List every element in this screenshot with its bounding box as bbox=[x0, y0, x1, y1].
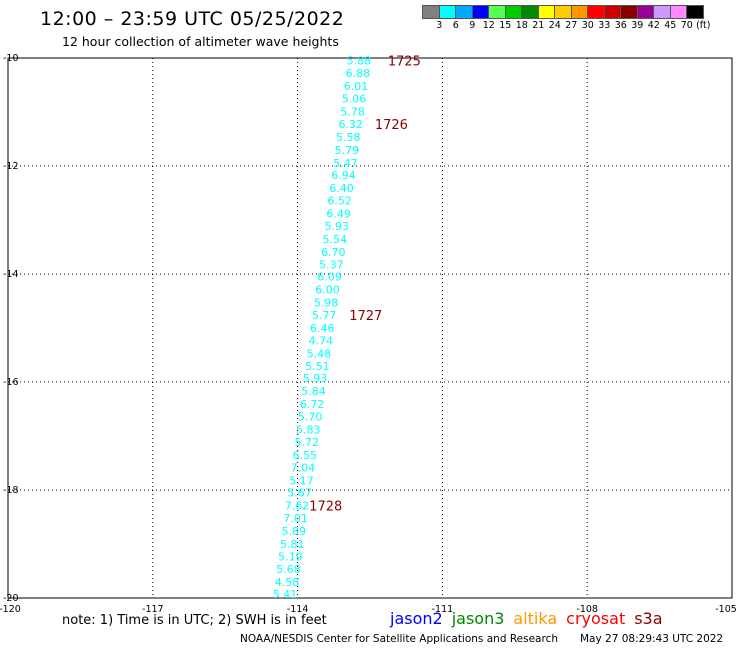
swh-value-label: 5.81 bbox=[280, 538, 305, 551]
satellite-label: jason3 bbox=[451, 609, 505, 628]
x-tick-label: -120 bbox=[0, 604, 21, 615]
swh-value-label: 7.04 bbox=[291, 461, 316, 474]
satellite-label: jason2 bbox=[390, 609, 443, 628]
swh-value-label: 5.54 bbox=[323, 233, 348, 246]
satellite-label: altika bbox=[513, 609, 558, 628]
color-scale-label: 27 bbox=[565, 20, 578, 31]
y-tick-label: -18 bbox=[3, 485, 19, 496]
color-scale-label: 36 bbox=[614, 20, 627, 31]
color-scale-label: 21 bbox=[532, 20, 545, 31]
swh-value-label: 5.93 bbox=[324, 220, 349, 233]
y-tick-label: -12 bbox=[3, 161, 19, 172]
credit-line: NOAA/NESDIS Center for Satellite Applica… bbox=[240, 633, 558, 645]
satellite-label: cryosat bbox=[566, 609, 626, 628]
swh-value-label: 5.84 bbox=[301, 385, 326, 398]
footnote: note: 1) Time is in UTC; 2) SWH is in fe… bbox=[62, 613, 327, 628]
color-swatch bbox=[686, 5, 704, 19]
track-time-label: 1725 bbox=[388, 55, 421, 70]
satellite-legend: jason2 jason3 altika cryosat s3a bbox=[390, 609, 663, 628]
y-tick-label: -14 bbox=[3, 269, 19, 280]
swh-value-label: 5.98 bbox=[314, 297, 339, 310]
swh-value-label: 6.46 bbox=[310, 322, 335, 335]
swh-value-label: 5.58 bbox=[336, 131, 361, 144]
swh-values: 5.886.886.015.065.786.325.585.795.476.94… bbox=[273, 55, 371, 602]
track-time-labels: 1725 1726 1727 1728 bbox=[309, 55, 421, 515]
color-scale-label: 3 bbox=[436, 20, 443, 31]
swh-value-label: 5.93 bbox=[303, 372, 328, 385]
track-time-label: 1727 bbox=[349, 309, 382, 324]
swh-value-label: 6.49 bbox=[326, 208, 351, 221]
swh-value-label: 5.77 bbox=[312, 309, 337, 322]
color-scale-label: 33 bbox=[598, 20, 611, 31]
swh-value-label: 5.47 bbox=[333, 157, 358, 170]
swh-value-label: 6.94 bbox=[331, 169, 356, 182]
swh-value-label: 7.01 bbox=[283, 512, 308, 525]
color-scale-label: 24 bbox=[548, 20, 561, 31]
x-tick-label: -108 bbox=[576, 604, 598, 615]
generated-timestamp: May 27 08:29:43 UTC 2022 bbox=[580, 633, 724, 645]
swh-value-label: 5.72 bbox=[295, 436, 320, 449]
swh-value-label: 5.89 bbox=[281, 525, 306, 538]
color-scale-label: 18 bbox=[515, 20, 528, 31]
swh-value-label: 5.37 bbox=[319, 258, 344, 271]
color-scale-label: 42 bbox=[647, 20, 660, 31]
swh-value-label: 5.68 bbox=[276, 563, 301, 576]
swh-value-label: 6.32 bbox=[338, 118, 363, 131]
satellite-label: s3a bbox=[634, 609, 663, 628]
swh-value-label: 5.70 bbox=[298, 411, 323, 424]
swh-value-label: 6.01 bbox=[344, 80, 369, 93]
swh-value-label: 4.74 bbox=[309, 334, 334, 347]
color-scale-label: 9 bbox=[469, 20, 476, 31]
x-axis-ticks: -120 -117 -114 -111 -108 -105 bbox=[0, 604, 737, 615]
color-scale-label: 39 bbox=[631, 20, 644, 31]
color-scale-labels: 3 6 9 12 15 18 21 24 27 30 33 36 39 42 45 70 (ft) bbox=[422, 19, 710, 33]
swh-value-label: 5.78 bbox=[340, 105, 365, 118]
x-tick-label: -117 bbox=[142, 604, 164, 615]
swh-value-label: 5.17 bbox=[289, 474, 314, 487]
swh-value-label: 4.58 bbox=[275, 576, 300, 589]
swh-value-label: 7.62 bbox=[285, 500, 310, 513]
color-scale-label: 6 bbox=[452, 20, 459, 31]
color-scale-swatches bbox=[422, 5, 704, 19]
plot-frame bbox=[7, 57, 733, 599]
color-scale-label: 15 bbox=[499, 20, 512, 31]
y-tick-label: -20 bbox=[3, 593, 19, 604]
swh-value-label: 5.19 bbox=[278, 550, 303, 563]
swh-value-label: 5.41 bbox=[273, 588, 298, 601]
swh-value-label: 6.88 bbox=[346, 67, 371, 80]
swh-value-label: 6.55 bbox=[293, 449, 318, 462]
track-time-label: 1728 bbox=[309, 500, 342, 515]
swh-value-label: 5.79 bbox=[335, 144, 360, 157]
swh-value-label: 6.40 bbox=[329, 182, 354, 195]
swh-value-label: 5.67 bbox=[287, 487, 312, 500]
swh-value-label: 5.88 bbox=[347, 55, 372, 68]
page-title: 12:00 – 23:59 UTC 05/25/2022 bbox=[40, 8, 345, 30]
y-tick-label: -10 bbox=[3, 53, 19, 64]
color-scale-legend: 3 6 9 12 15 18 21 24 27 30 33 36 39 42 45 70 (ft) bbox=[422, 5, 710, 33]
swh-value-label: 6.72 bbox=[300, 398, 325, 411]
y-tick-label: -16 bbox=[3, 377, 19, 388]
swh-value-label: 5.06 bbox=[342, 93, 367, 106]
track-time-label: 1726 bbox=[375, 118, 408, 133]
color-scale-label: 45 bbox=[664, 20, 677, 31]
swh-value-label: 6.52 bbox=[327, 195, 352, 208]
chart-subtitle: 12 hour collection of altimeter wave hei… bbox=[62, 34, 339, 49]
swh-value-label: 5.48 bbox=[307, 347, 332, 360]
chart-grid bbox=[8, 58, 732, 598]
y-axis-ticks: -10 -12 -14 -16 -18 -20 bbox=[3, 53, 19, 604]
x-tick-label: -114 bbox=[287, 604, 309, 615]
x-tick-label: -111 bbox=[432, 604, 454, 615]
swh-value-label: 5.83 bbox=[296, 424, 321, 437]
swh-value-label: 6.00 bbox=[315, 284, 340, 297]
color-scale-label: (ft) bbox=[696, 20, 711, 31]
x-tick-label: -105 bbox=[715, 604, 737, 615]
swh-value-label: 5.51 bbox=[305, 360, 330, 373]
swh-value-label: 6.09 bbox=[317, 271, 342, 284]
color-scale-label: 70 bbox=[680, 20, 693, 31]
color-scale-label: 30 bbox=[581, 20, 594, 31]
color-scale-label: 12 bbox=[482, 20, 495, 31]
swh-value-label: 6.70 bbox=[321, 246, 346, 259]
